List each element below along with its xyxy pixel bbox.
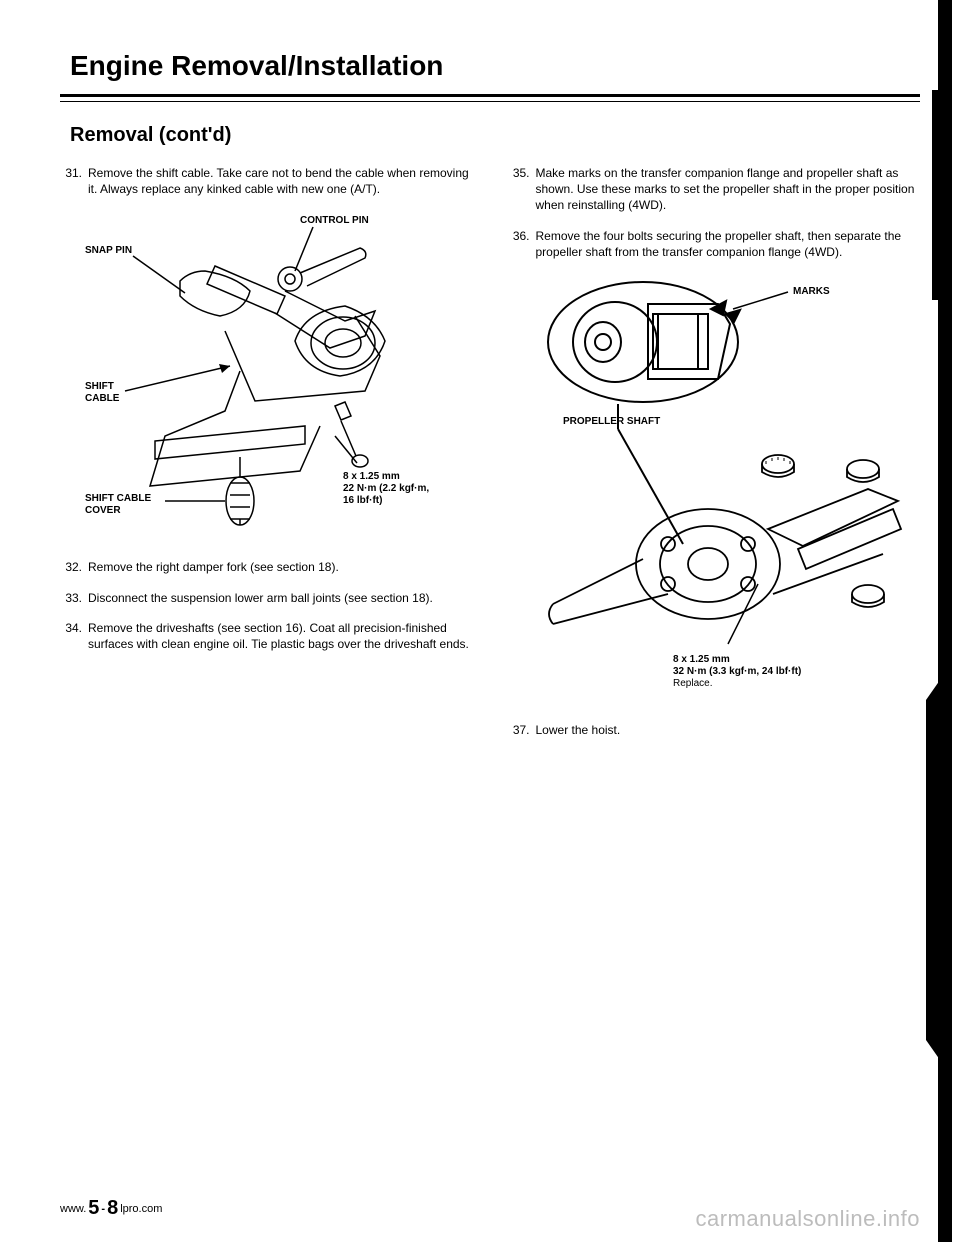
rule-thin	[60, 101, 920, 102]
step-number: 32.	[60, 559, 88, 575]
step-31: 31. Remove the shift cable. Take care no…	[60, 165, 473, 197]
columns: 31. Remove the shift cable. Take care no…	[60, 165, 920, 752]
label-torque2-1: 8 x 1.25 mm	[673, 654, 730, 665]
step-text: Remove the right damper fork (see sectio…	[88, 559, 473, 575]
step-36: 36. Remove the four bolts securing the p…	[508, 228, 921, 260]
label-replace: Replace.	[673, 678, 712, 689]
step-number: 31.	[60, 165, 88, 197]
watermark: carmanualsonline.info	[695, 1206, 920, 1232]
section-title: Removal (cont'd)	[60, 124, 920, 147]
step-text: Remove the driveshafts (see section 16).…	[88, 620, 473, 652]
step-34: 34. Remove the driveshafts (see section …	[60, 620, 473, 652]
step-text: Remove the shift cable. Take care not to…	[88, 165, 473, 197]
binding-edge	[926, 0, 952, 1242]
right-column: 35. Make marks on the transfer companion…	[508, 165, 921, 752]
step-37: 37. Lower the hoist.	[508, 722, 921, 738]
step-text: Disconnect the suspension lower arm ball…	[88, 590, 473, 606]
step-32: 32. Remove the right damper fork (see se…	[60, 559, 473, 575]
page-big2: 8	[107, 1197, 118, 1220]
label-cable: CABLE	[85, 393, 120, 404]
label-torque3: 16 lbf·ft)	[343, 495, 382, 506]
label-control-pin: CONTROL PIN	[300, 215, 369, 226]
label-torque2-2: 32 N·m (3.3 kgf·m, 24 lbf·ft)	[673, 666, 801, 677]
step-33: 33. Disconnect the suspension lower arm …	[60, 590, 473, 606]
label-prop-shaft: PROPELLER SHAFT	[563, 416, 660, 427]
step-text: Remove the four bolts securing the prope…	[536, 228, 921, 260]
label-marks: MARKS	[793, 286, 830, 297]
step-number: 34.	[60, 620, 88, 652]
label-cover2: COVER	[85, 505, 121, 516]
step-number: 36.	[508, 228, 536, 260]
page-big1: 5	[88, 1197, 99, 1220]
label-cover1: SHIFT CABLE	[85, 493, 151, 504]
left-column: 31. Remove the shift cable. Take care no…	[60, 165, 473, 752]
label-torque2: 22 N·m (2.2 kgf·m,	[343, 483, 429, 494]
figure-propeller: MARKS PROPELLER SHAFT	[533, 274, 921, 704]
rule-thick	[60, 94, 920, 97]
page-title: Engine Removal/Installation	[60, 50, 920, 82]
step-text: Make marks on the transfer companion fla…	[536, 165, 921, 214]
url-prefix: www.	[60, 1203, 86, 1215]
page-container: Engine Removal/Installation Removal (con…	[0, 0, 960, 1242]
label-torque1: 8 x 1.25 mm	[343, 471, 400, 482]
page-number: www. 5 - 8 lpro.com	[60, 1197, 162, 1220]
label-shift: SHIFT	[85, 381, 114, 392]
step-text: Lower the hoist.	[536, 722, 921, 738]
step-35: 35. Make marks on the transfer companion…	[508, 165, 921, 214]
url-suffix: lpro.com	[120, 1203, 162, 1215]
step-number: 33.	[60, 590, 88, 606]
step-number: 37.	[508, 722, 536, 738]
label-snap-pin: SNAP PIN	[85, 245, 132, 256]
figure-shift-cable: CONTROL PIN SNAP PIN	[85, 211, 473, 541]
page-dash: -	[101, 1203, 105, 1215]
step-number: 35.	[508, 165, 536, 214]
